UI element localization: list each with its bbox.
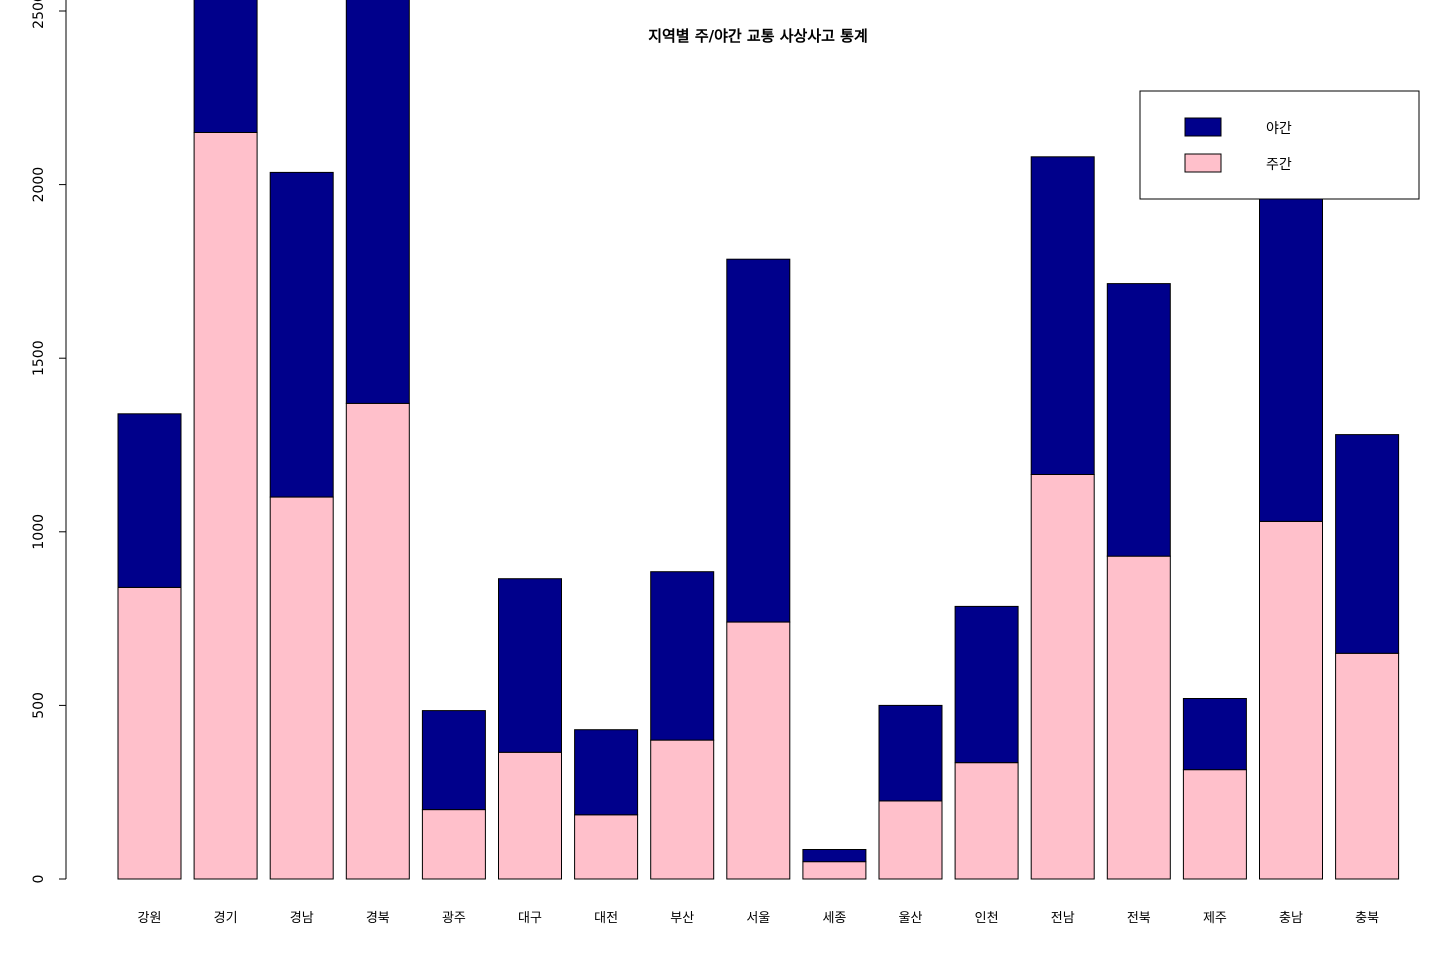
bar-night-3 (345, 0, 410, 404)
bar-night-12 (1030, 156, 1095, 476)
x-label-13: 전북 (1127, 911, 1151, 926)
bar-day-14 (1182, 769, 1247, 880)
x-label-11: 인천 (975, 911, 999, 926)
legend-label-0: 야간 (1266, 121, 1292, 137)
x-label-12: 전남 (1051, 911, 1075, 926)
x-axis-labels: 강원 경기 경남 경북 광주 대구 대전 부산 서울 세종 울산 인천 전남 전북 제주 충남 충북 (138, 911, 1380, 926)
x-label-8: 서울 (746, 911, 770, 926)
bar-day-15 (1259, 520, 1323, 880)
y-tick-label-2000: 2000 (31, 167, 47, 203)
bar-day-10 (878, 800, 943, 880)
bar-day-1 (193, 132, 258, 880)
bar-night-5 (498, 578, 562, 753)
y-tick-label-500: 500 (31, 692, 47, 719)
bar-day-8 (726, 621, 791, 880)
bar-day-13 (1106, 555, 1171, 880)
x-label-2: 경남 (290, 911, 314, 926)
x-label-4: 광주 (442, 911, 466, 926)
x-label-7: 부산 (670, 911, 694, 926)
chart-title: 지역별 주/야간 교통 사상사고 통계 (648, 27, 868, 45)
x-label-1: 경기 (214, 911, 238, 926)
bar-night-2 (269, 171, 334, 498)
x-label-0: 강원 (138, 911, 162, 926)
bar-night-0 (117, 413, 182, 588)
bar-night-14 (1182, 698, 1247, 771)
y-tick-label-1500: 1500 (31, 340, 47, 376)
bar-day-12 (1030, 474, 1095, 880)
y-tick-label-1000: 1000 (31, 514, 47, 550)
x-label-10: 울산 (899, 911, 923, 926)
bar-night-7 (650, 571, 715, 741)
legend-box (1139, 90, 1420, 200)
legend-label-1: 주간 (1266, 157, 1292, 173)
bar-day-9 (802, 861, 867, 880)
bar-night-10 (878, 704, 943, 802)
legend-swatch-1 (1184, 153, 1222, 173)
y-tick-label-2500: 2500 (31, 0, 47, 29)
bar-night-9 (802, 849, 867, 863)
bar-day-11 (954, 762, 1019, 880)
y-axis: 0500100015002000250030004000 (31, 0, 67, 884)
bar-day-3 (345, 402, 410, 880)
bar-night-4 (421, 710, 486, 811)
x-label-6: 대전 (594, 911, 618, 926)
x-label-16: 충북 (1355, 911, 1379, 926)
bar-night-16 (1335, 434, 1400, 654)
x-label-9: 세종 (822, 911, 846, 926)
legend-swatch-0 (1184, 117, 1222, 137)
bar-day-6 (574, 814, 639, 880)
bar-night-8 (726, 258, 791, 623)
bars-group (117, 0, 1400, 880)
bar-night-1 (193, 0, 258, 133)
x-label-14: 제주 (1203, 911, 1227, 926)
bar-night-15 (1259, 175, 1323, 522)
bar-day-4 (421, 809, 486, 880)
bar-night-11 (954, 605, 1019, 764)
bar-day-2 (269, 496, 334, 880)
bar-day-0 (117, 586, 182, 880)
bar-day-16 (1335, 652, 1400, 880)
bar-day-7 (650, 739, 715, 880)
x-label-15: 충남 (1279, 911, 1303, 926)
bar-night-13 (1106, 283, 1171, 557)
bar-night-6 (574, 729, 639, 816)
x-label-3: 경북 (366, 911, 390, 926)
bar-day-5 (498, 751, 562, 880)
y-tick-label-0: 0 (31, 875, 47, 884)
x-label-5: 대구 (518, 911, 542, 926)
